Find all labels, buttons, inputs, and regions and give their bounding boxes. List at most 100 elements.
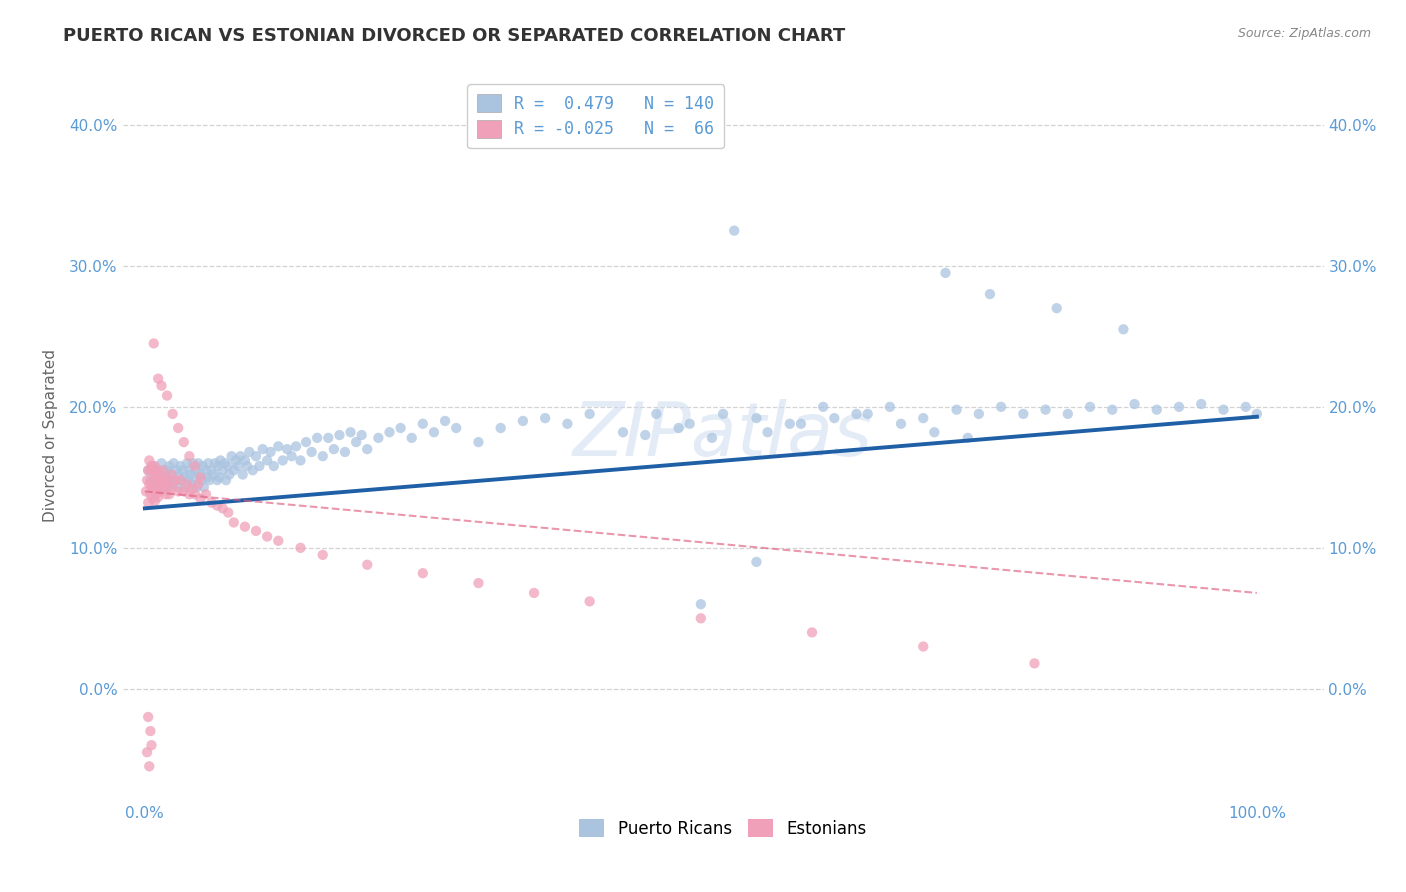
Point — [1035, 402, 1057, 417]
Point — [645, 407, 668, 421]
Point — [700, 431, 723, 445]
Point — [233, 519, 256, 533]
Point — [169, 473, 191, 487]
Point — [339, 425, 361, 440]
Point — [823, 411, 845, 425]
Point — [271, 453, 294, 467]
Legend: Puerto Ricans, Estonians: Puerto Ricans, Estonians — [572, 813, 873, 845]
Point — [136, 473, 159, 487]
Point — [945, 402, 967, 417]
Point — [195, 487, 218, 501]
Point — [150, 477, 173, 491]
Point — [217, 506, 239, 520]
Point — [211, 501, 233, 516]
Point — [301, 445, 323, 459]
Point — [679, 417, 702, 431]
Point — [172, 463, 194, 477]
Point — [467, 576, 489, 591]
Point — [256, 453, 278, 467]
Point — [1189, 397, 1212, 411]
Point — [236, 458, 259, 473]
Point — [356, 442, 378, 457]
Point — [247, 458, 270, 473]
Point — [412, 417, 434, 431]
Point — [924, 425, 946, 440]
Point — [242, 463, 264, 477]
Point — [179, 449, 201, 463]
Point — [148, 473, 170, 487]
Point — [979, 287, 1001, 301]
Point — [263, 458, 285, 473]
Point — [221, 449, 243, 463]
Point — [152, 482, 174, 496]
Point — [202, 467, 225, 482]
Point — [141, 738, 163, 752]
Point — [512, 414, 534, 428]
Y-axis label: Divorced or Separated: Divorced or Separated — [44, 349, 58, 522]
Point — [195, 463, 218, 477]
Point — [245, 524, 267, 538]
Point — [290, 453, 312, 467]
Point — [434, 414, 457, 428]
Point — [155, 470, 177, 484]
Point — [191, 458, 214, 473]
Point — [1056, 407, 1078, 421]
Point — [1024, 657, 1046, 671]
Point — [162, 477, 184, 491]
Point — [1112, 322, 1135, 336]
Point — [534, 411, 557, 425]
Text: PUERTO RICAN VS ESTONIAN DIVORCED OR SEPARATED CORRELATION CHART: PUERTO RICAN VS ESTONIAN DIVORCED OR SEP… — [63, 27, 845, 45]
Point — [222, 516, 245, 530]
Point — [225, 453, 247, 467]
Point — [668, 421, 690, 435]
Point — [157, 458, 180, 473]
Point — [211, 463, 233, 477]
Point — [152, 480, 174, 494]
Point — [233, 453, 256, 467]
Point — [193, 480, 215, 494]
Point — [229, 449, 252, 463]
Point — [745, 411, 768, 425]
Point — [187, 456, 209, 470]
Point — [160, 467, 183, 482]
Point — [214, 456, 236, 470]
Point — [179, 487, 201, 501]
Point — [1212, 402, 1234, 417]
Point — [156, 463, 179, 477]
Point — [1234, 400, 1257, 414]
Point — [148, 467, 170, 482]
Point — [136, 463, 159, 477]
Point — [205, 473, 228, 487]
Point — [256, 530, 278, 544]
Point — [238, 445, 260, 459]
Point — [142, 473, 165, 487]
Point — [204, 456, 226, 470]
Text: ZIPatlas: ZIPatlas — [574, 399, 873, 471]
Point — [578, 407, 600, 421]
Point — [207, 458, 229, 473]
Point — [179, 463, 201, 477]
Point — [177, 473, 200, 487]
Point — [879, 400, 901, 414]
Point — [139, 724, 162, 739]
Point — [280, 449, 302, 463]
Point — [173, 470, 195, 484]
Point — [190, 470, 212, 484]
Point — [145, 470, 167, 484]
Point — [148, 372, 170, 386]
Point — [711, 407, 734, 421]
Point — [1168, 400, 1191, 414]
Point — [156, 473, 179, 487]
Point — [163, 456, 186, 470]
Point — [356, 558, 378, 572]
Point — [956, 431, 979, 445]
Point — [163, 473, 186, 487]
Point — [197, 456, 219, 470]
Point — [145, 470, 167, 484]
Point — [350, 428, 373, 442]
Point — [195, 470, 218, 484]
Point — [184, 487, 207, 501]
Point — [180, 477, 202, 491]
Point — [245, 449, 267, 463]
Point — [176, 456, 198, 470]
